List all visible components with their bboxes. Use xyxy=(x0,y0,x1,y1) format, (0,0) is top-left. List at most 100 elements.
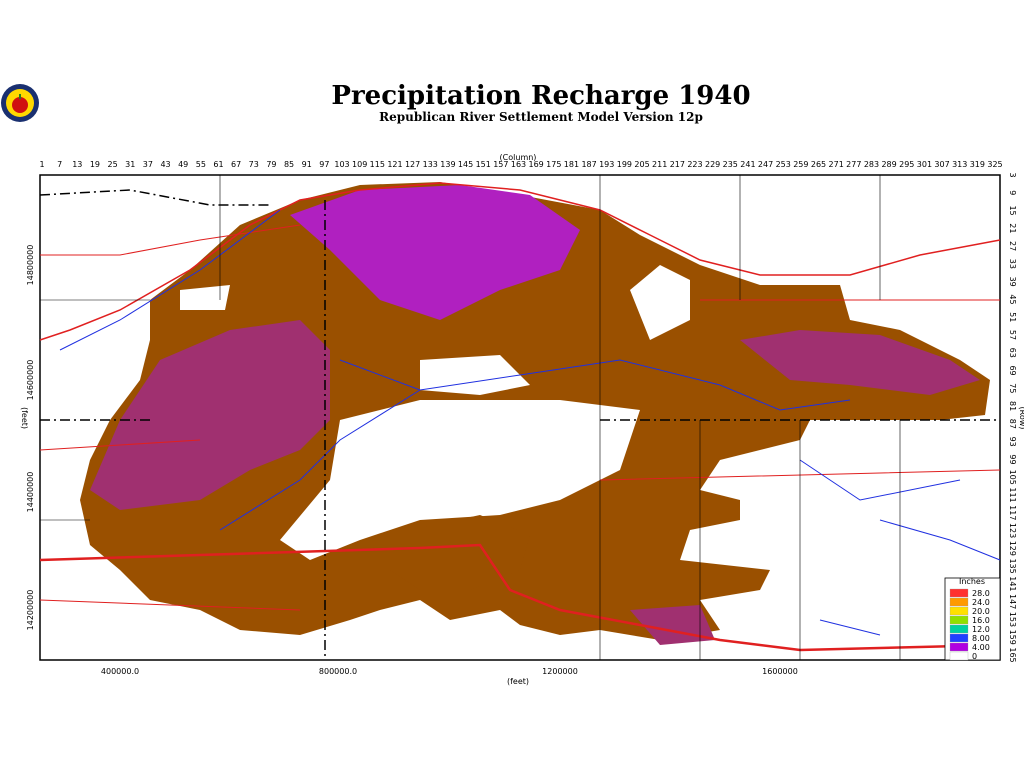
column-label: 37 xyxy=(143,160,153,169)
row-label: 123 xyxy=(1008,523,1017,538)
column-label: 163 xyxy=(511,160,526,169)
column-label: 295 xyxy=(899,160,914,169)
legend-label: 20.0 xyxy=(972,607,990,616)
legend-swatch xyxy=(949,606,969,616)
map xyxy=(39,174,1001,661)
legend-label: 16.0 xyxy=(972,616,990,625)
legend-label: 4.00 xyxy=(972,643,990,652)
column-label: 55 xyxy=(196,160,206,169)
column-label: 121 xyxy=(387,160,402,169)
column-label: 73 xyxy=(249,160,259,169)
column-label: 223 xyxy=(687,160,702,169)
row-label: 153 xyxy=(1008,612,1017,627)
column-label: 307 xyxy=(934,160,949,169)
row-label: 63 xyxy=(1008,348,1017,358)
x-feet-label: 400000.0 xyxy=(101,667,139,676)
column-label: 217 xyxy=(670,160,685,169)
column-label: 181 xyxy=(564,160,579,169)
legend-title: Inches xyxy=(959,577,985,586)
column-label: 139 xyxy=(440,160,455,169)
row-label: 21 xyxy=(1008,223,1017,233)
column-label: 247 xyxy=(758,160,773,169)
column-label: 85 xyxy=(284,160,294,169)
column-label: 157 xyxy=(493,160,508,169)
column-label: 31 xyxy=(125,160,135,169)
legend-swatch xyxy=(949,633,969,643)
row-label: 117 xyxy=(1008,505,1017,520)
x-feet-label: 1200000 xyxy=(542,667,578,676)
row-label: 111 xyxy=(1008,487,1017,502)
column-label: 61 xyxy=(213,160,223,169)
column-label: 193 xyxy=(599,160,614,169)
column-label: 97 xyxy=(319,160,329,169)
x-feet-title: (feet) xyxy=(507,677,529,686)
column-label: 265 xyxy=(811,160,826,169)
column-label: 169 xyxy=(529,160,544,169)
row-label: 99 xyxy=(1008,454,1017,464)
row-label: 9 xyxy=(1008,190,1017,195)
column-label: 115 xyxy=(370,160,385,169)
row-label: 3 xyxy=(1008,172,1017,177)
legend-label: 24.0 xyxy=(972,598,990,607)
column-label: 235 xyxy=(723,160,738,169)
legend-label: 28.0 xyxy=(972,589,990,598)
y-feet-label: 14600000 xyxy=(26,360,35,401)
column-label: 25 xyxy=(107,160,117,169)
column-label: 271 xyxy=(829,160,844,169)
legend-swatch xyxy=(949,642,969,652)
column-label: 253 xyxy=(776,160,791,169)
column-label: 283 xyxy=(864,160,879,169)
legend-label: 8.00 xyxy=(972,634,990,643)
row-label: 81 xyxy=(1008,401,1017,411)
row-label: 87 xyxy=(1008,419,1017,429)
legend-swatch xyxy=(949,597,969,607)
column-label: 19 xyxy=(90,160,100,169)
y-feet-label: 14400000 xyxy=(26,472,35,513)
column-label: 277 xyxy=(846,160,861,169)
y-feet-title: (feet) xyxy=(20,407,29,429)
column-label: 199 xyxy=(617,160,632,169)
row-label: 51 xyxy=(1008,312,1017,322)
column-label: 175 xyxy=(546,160,561,169)
row-label: 159 xyxy=(1008,630,1017,645)
column-label: 43 xyxy=(160,160,170,169)
title: Precipitation Recharge 1940 xyxy=(331,81,750,111)
column-title: (Column) xyxy=(500,153,537,162)
row-label: 69 xyxy=(1008,365,1017,375)
column-label: 79 xyxy=(266,160,276,169)
column-label: 319 xyxy=(970,160,985,169)
column-label: 127 xyxy=(405,160,420,169)
column-label: 205 xyxy=(634,160,649,169)
x-feet-label: 800000.0 xyxy=(319,667,357,676)
legend-swatch xyxy=(949,651,969,661)
legend-label: 12.0 xyxy=(972,625,990,634)
legend-swatch xyxy=(949,624,969,634)
row-label: 93 xyxy=(1008,437,1017,447)
row-label: 135 xyxy=(1008,558,1017,573)
row-label: 129 xyxy=(1008,541,1017,556)
column-label: 211 xyxy=(652,160,667,169)
row-label: 147 xyxy=(1008,594,1017,609)
column-label: 301 xyxy=(917,160,932,169)
legend-swatch xyxy=(949,615,969,625)
column-label: 187 xyxy=(581,160,596,169)
legend-label: 0 xyxy=(972,652,977,661)
row-label: 45 xyxy=(1008,294,1017,304)
column-label: 67 xyxy=(231,160,241,169)
row-label: 105 xyxy=(1008,470,1017,485)
column-label: 313 xyxy=(952,160,967,169)
column-label: 1 xyxy=(39,160,44,169)
column-label: 109 xyxy=(352,160,367,169)
column-label: 325 xyxy=(987,160,1002,169)
column-label: 103 xyxy=(334,160,349,169)
row-label: 57 xyxy=(1008,330,1017,340)
column-label: 241 xyxy=(740,160,755,169)
logo xyxy=(1,84,39,122)
x-feet-label: 1600000 xyxy=(762,667,798,676)
row-title: (Row) xyxy=(1018,407,1024,430)
column-label: 145 xyxy=(458,160,473,169)
legend-swatch xyxy=(949,588,969,598)
y-feet-label: 14800000 xyxy=(26,245,35,286)
row-label: 15 xyxy=(1008,205,1017,215)
